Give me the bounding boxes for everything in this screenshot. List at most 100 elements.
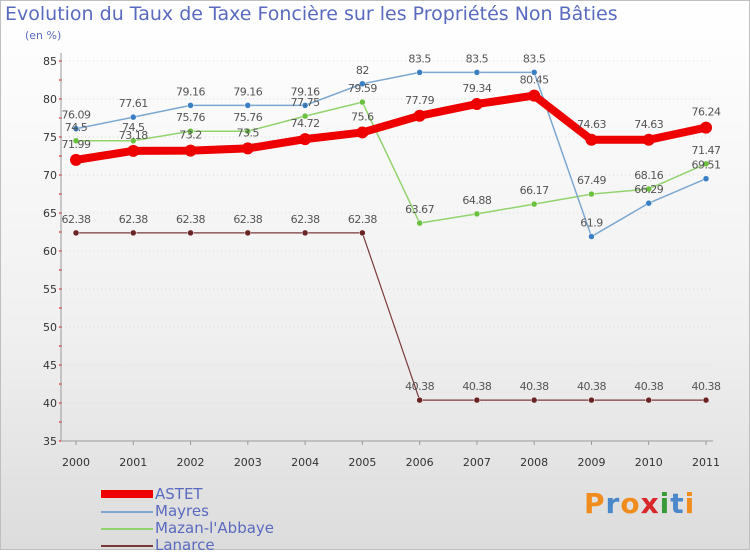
legend-label-mayres: Mayres: [155, 502, 209, 520]
data-point: [530, 200, 538, 208]
logo-letter: P: [584, 487, 606, 520]
logo-letter: i: [684, 487, 696, 520]
x-tick-label: 2005: [348, 456, 376, 469]
y-tick-label: 50: [43, 321, 57, 334]
data-point: [528, 89, 541, 102]
legend-item-mazan: Mazan-l'Abbaye: [101, 519, 361, 537]
y-tick-label: 40: [43, 397, 57, 410]
data-label: 40.38: [577, 380, 606, 393]
x-tick-label: 2000: [62, 456, 90, 469]
y-tick-label: 70: [43, 169, 57, 182]
data-point: [585, 133, 598, 146]
data-label: 63.67: [405, 203, 434, 216]
y-tick-label: 80: [43, 93, 57, 106]
data-label: 40.38: [462, 380, 491, 393]
y-tick-label: 85: [43, 55, 57, 68]
data-point: [470, 98, 483, 111]
data-point: [356, 126, 369, 139]
data-point: [588, 190, 595, 198]
data-point: [130, 113, 137, 121]
data-label: 69.51: [692, 159, 721, 172]
data-point: [645, 185, 652, 193]
data-label: 79.16: [291, 85, 320, 98]
data-label: 75.76: [176, 111, 205, 124]
data-point: [473, 396, 481, 404]
x-tick-label: 2003: [234, 456, 262, 469]
data-label: 73.2: [179, 129, 202, 142]
data-point: [301, 102, 309, 109]
data-point: [588, 396, 595, 404]
x-tick-label: 2010: [635, 456, 663, 469]
logo-letter: i: [659, 487, 671, 520]
data-point: [702, 396, 710, 404]
data-point: [244, 102, 252, 109]
data-label: 73.5: [237, 126, 260, 139]
data-label: 68.16: [634, 169, 663, 182]
data-label: 62.38: [176, 213, 205, 226]
data-label: 83.5: [408, 52, 431, 65]
data-point: [413, 109, 426, 122]
legend: ASTET Mayres Mazan-l'Abbaye Lanarce: [101, 485, 361, 554]
series-line-astet: [75, 91, 707, 164]
data-point: [72, 137, 80, 145]
data-label: 79.16: [233, 85, 262, 98]
data-label: 71.47: [692, 144, 721, 157]
data-label: 75.76: [233, 111, 262, 124]
data-label: 74.63: [577, 118, 606, 131]
data-label: 73.18: [119, 129, 148, 142]
data-point: [702, 175, 710, 182]
logo-letter: x: [640, 487, 660, 520]
data-point: [473, 69, 481, 76]
data-point: [645, 199, 652, 207]
data-label: 66.29: [634, 183, 663, 196]
chart-unit: (en %): [25, 29, 62, 42]
y-tick-label: 55: [43, 283, 57, 296]
chart-title: Evolution du Taux de Taxe Foncière sur l…: [5, 3, 618, 25]
data-label: 77.75: [291, 96, 320, 109]
data-point: [359, 80, 366, 88]
legend-item-astet: ASTET: [101, 485, 361, 503]
legend-label-mazan: Mazan-l'Abbaye: [155, 519, 275, 537]
data-point: [72, 229, 80, 237]
data-label: 80.45: [520, 74, 549, 87]
data-point: [530, 396, 538, 404]
data-point: [416, 69, 423, 76]
data-label: 77.79: [405, 94, 434, 107]
data-label: 40.38: [692, 380, 721, 393]
x-tick-label: 2009: [577, 456, 605, 469]
x-tick-label: 2008: [520, 456, 548, 469]
data-point: [72, 125, 80, 132]
data-label: 74.63: [634, 118, 663, 131]
data-label: 74.5: [65, 121, 88, 134]
data-point: [700, 121, 712, 134]
y-tick-label: 45: [43, 359, 57, 372]
data-point: [702, 160, 710, 168]
data-label: 74.5: [122, 121, 145, 134]
data-label: 79.34: [462, 82, 491, 95]
data-point: [642, 133, 655, 146]
legend-label-lanarce: Lanarce: [155, 536, 215, 554]
data-point: [301, 229, 309, 237]
data-point: [187, 229, 194, 237]
data-label: 40.38: [634, 380, 663, 393]
legend-swatch-mazan: [101, 528, 153, 530]
data-point: [588, 233, 595, 240]
series-line-lanarce: [76, 232, 706, 401]
logo-letter: t: [670, 487, 685, 520]
series-line-mayres: [75, 71, 707, 238]
data-point: [645, 396, 652, 404]
x-tick-label: 2004: [291, 456, 319, 469]
data-label: 82: [356, 64, 369, 77]
data-label: 62.38: [233, 213, 262, 226]
legend-item-lanarce: Lanarce: [101, 536, 361, 554]
data-point: [299, 133, 312, 146]
data-label: 77.61: [119, 97, 148, 110]
data-point: [244, 127, 252, 135]
x-tick-label: 2001: [119, 456, 147, 469]
data-label: 62.38: [348, 213, 377, 226]
data-label: 71.99: [62, 138, 91, 151]
y-tick-label: 65: [43, 207, 57, 220]
data-point: [530, 69, 538, 76]
data-point: [130, 137, 137, 145]
